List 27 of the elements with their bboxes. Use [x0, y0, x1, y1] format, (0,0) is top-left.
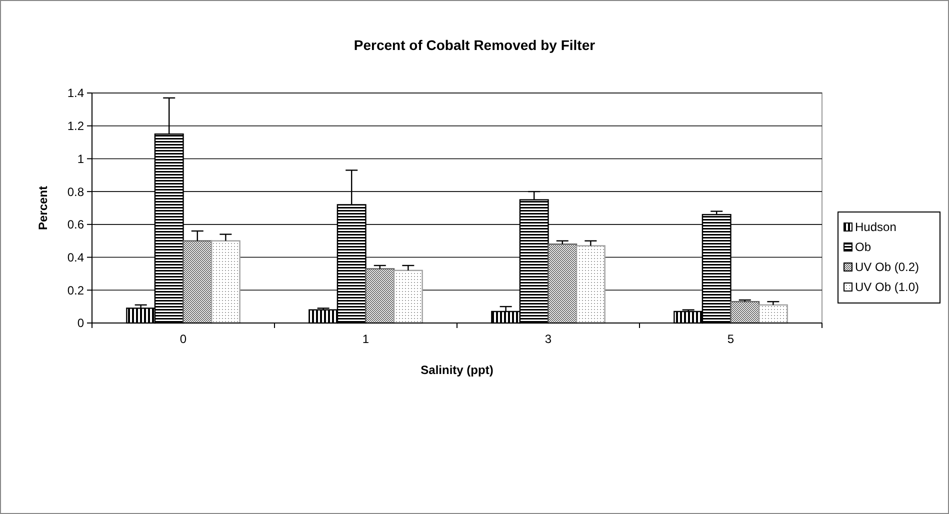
- chart-title: Percent of Cobalt Removed by Filter: [354, 37, 596, 53]
- x-tick-label: 0: [180, 332, 187, 346]
- y-tick-label: 0: [77, 316, 84, 330]
- bar: [548, 244, 578, 324]
- y-tick-label: 0.2: [67, 283, 84, 298]
- y-tick-label: 0.6: [67, 218, 84, 232]
- x-tick-label: 3: [544, 332, 552, 346]
- legend-label: Ob: [855, 240, 872, 254]
- legend-label: Hudson: [855, 220, 896, 234]
- legend-label: UV Ob (1.0): [855, 280, 920, 294]
- bar: [210, 240, 240, 324]
- x-tick-label: 5: [727, 332, 734, 346]
- y-tick-label: 0.4: [67, 250, 84, 264]
- y-tick-label: 1: [77, 152, 84, 166]
- y-tick-label: 1.2: [67, 119, 84, 134]
- y-axis-title: Percent: [36, 186, 50, 230]
- bar: [365, 268, 395, 324]
- y-tick-label: 1.4: [67, 86, 84, 100]
- bar: [730, 301, 760, 324]
- bar: [758, 304, 788, 324]
- x-axis-title: Salinity (ppt): [420, 363, 494, 377]
- bar: [393, 270, 423, 324]
- bar: [182, 240, 212, 324]
- x-tick-label: 1: [362, 332, 370, 346]
- legend-label: UV Ob (0.2): [855, 260, 920, 274]
- y-tick-label: 0.8: [67, 184, 84, 199]
- bar: [576, 245, 606, 324]
